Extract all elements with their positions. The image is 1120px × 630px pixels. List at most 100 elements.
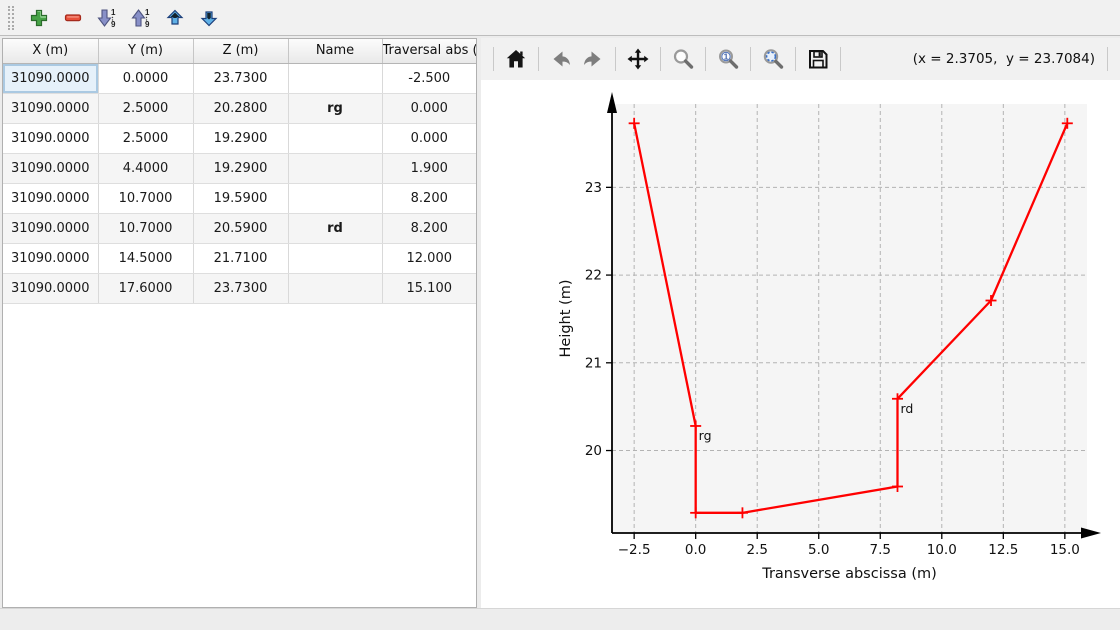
- svg-text:1: 1: [724, 52, 729, 62]
- save-floppy-icon: [809, 50, 828, 69]
- y-axis-arrowhead: [607, 92, 617, 113]
- table-row: 31090.0000 2.5000 19.2900 0.000: [3, 123, 476, 154]
- y-tick-label: 22: [585, 268, 602, 284]
- cell-x[interactable]: 31090.0000: [3, 183, 99, 214]
- cell-traversal-abs[interactable]: -2.500: [382, 63, 476, 94]
- status-bar: [0, 608, 1120, 630]
- plus-icon: [30, 9, 48, 26]
- cell-x[interactable]: 31090.0000: [3, 273, 99, 304]
- x-tick-label: 0.0: [685, 542, 706, 558]
- cell-y[interactable]: 4.4000: [98, 153, 194, 184]
- separator: [705, 47, 706, 71]
- cross-section-figure[interactable]: −2.5 0.0 2.5 5.0 7.5 10.0 12.5 15.0 20 21 22 23 Tran…: [481, 80, 1120, 608]
- column-header-traversal-abs[interactable]: Traversal abs (m): [382, 39, 476, 64]
- main-toolbar: 1 9 1 9: [0, 0, 1120, 36]
- separator: [615, 47, 616, 71]
- cell-y[interactable]: 2.5000: [98, 123, 194, 154]
- cell-name[interactable]: [288, 243, 383, 274]
- y-tick-label: 23: [585, 180, 602, 196]
- cell-z[interactable]: 20.2800: [193, 93, 289, 124]
- cell-z[interactable]: 19.5900: [193, 183, 289, 214]
- cell-z[interactable]: 19.2900: [193, 153, 289, 184]
- cell-name[interactable]: [288, 63, 383, 94]
- column-header-z[interactable]: Z (m): [193, 39, 289, 64]
- toolbar-grip-handle[interactable]: [8, 5, 14, 30]
- cell-z[interactable]: 23.7300: [193, 63, 289, 94]
- sort-descending-button[interactable]: 1 9: [92, 4, 122, 32]
- cell-traversal-abs[interactable]: 1.900: [382, 153, 476, 184]
- home-view-button[interactable]: [501, 44, 531, 74]
- arrow-up-icon: [166, 9, 184, 25]
- magnifier-icon: [673, 49, 694, 69]
- cell-traversal-abs[interactable]: 0.000: [382, 93, 476, 124]
- forward-view-button[interactable]: [578, 44, 608, 74]
- separator: [660, 47, 661, 71]
- cell-y[interactable]: 17.6000: [98, 273, 194, 304]
- cell-traversal-abs[interactable]: 15.100: [382, 273, 476, 304]
- points-table-panel: X (m) Y (m) Z (m) Name Traversal abs (m)…: [2, 38, 477, 608]
- arrow-down-icon: [200, 10, 218, 26]
- cell-x[interactable]: 31090.0000: [3, 243, 99, 274]
- table-header-row: X (m) Y (m) Z (m) Name Traversal abs (m): [3, 39, 476, 64]
- cell-x[interactable]: 31090.0000: [3, 63, 99, 94]
- arrow-right-icon: [584, 51, 601, 67]
- zoom-button[interactable]: [668, 44, 698, 74]
- minus-icon: [64, 13, 82, 21]
- pan-button[interactable]: [623, 44, 653, 74]
- axes-background: [612, 104, 1087, 533]
- x-tick-label: 5.0: [808, 542, 829, 558]
- table-row: 31090.0000 10.7000 19.5900 8.200: [3, 183, 476, 214]
- magnifier-selection-icon: [763, 49, 784, 69]
- cell-y[interactable]: 14.5000: [98, 243, 194, 274]
- cell-traversal-abs[interactable]: 8.200: [382, 213, 476, 244]
- cell-name[interactable]: rd: [288, 213, 383, 244]
- cell-name[interactable]: [288, 153, 383, 184]
- column-header-y[interactable]: Y (m): [98, 39, 194, 64]
- cell-name[interactable]: [288, 273, 383, 304]
- cell-y[interactable]: 2.5000: [98, 93, 194, 124]
- cell-traversal-abs[interactable]: 12.000: [382, 243, 476, 274]
- column-header-x[interactable]: X (m): [3, 39, 99, 64]
- cell-name[interactable]: rg: [288, 93, 383, 124]
- separator: [493, 47, 494, 71]
- remove-row-button[interactable]: [58, 4, 88, 32]
- x-tick-label: 15.0: [1050, 542, 1080, 558]
- cell-y[interactable]: 10.7000: [98, 213, 194, 244]
- move-row-up-button[interactable]: [160, 4, 190, 32]
- cell-name[interactable]: [288, 123, 383, 154]
- cell-z[interactable]: 21.7100: [193, 243, 289, 274]
- cell-traversal-abs[interactable]: 0.000: [382, 123, 476, 154]
- svg-text:9: 9: [111, 20, 116, 29]
- table-row: 31090.0000 2.5000 20.2800 rg 0.000: [3, 93, 476, 124]
- arrow-left-icon: [553, 51, 570, 67]
- table-row: 31090.0000 0.0000 23.7300 -2.500: [3, 63, 476, 94]
- separator: [840, 47, 841, 71]
- zoom-selection-button[interactable]: [758, 44, 788, 74]
- cell-z[interactable]: 19.2900: [193, 123, 289, 154]
- cursor-coordinates-readout: (x = 2.3705, y = 23.7084): [912, 51, 1095, 67]
- sort-ascending-button[interactable]: 1 9: [126, 4, 156, 32]
- cell-x[interactable]: 31090.0000: [3, 93, 99, 124]
- zoom-one-button[interactable]: 1: [713, 44, 743, 74]
- magnifier-one-icon: 1: [719, 49, 739, 69]
- cell-y[interactable]: 0.0000: [98, 63, 194, 94]
- cell-z[interactable]: 23.7300: [193, 273, 289, 304]
- table-row: 31090.0000 10.7000 20.5900 rd 8.200: [3, 213, 476, 244]
- point-label-rg: rg: [699, 428, 712, 443]
- back-view-button[interactable]: [546, 44, 576, 74]
- cell-z[interactable]: 20.5900: [193, 213, 289, 244]
- cell-y[interactable]: 10.7000: [98, 183, 194, 214]
- cell-x[interactable]: 31090.0000: [3, 123, 99, 154]
- cross-section-chart: −2.5 0.0 2.5 5.0 7.5 10.0 12.5 15.0 20 21 22 23 Tran…: [481, 80, 1120, 608]
- cell-x[interactable]: 31090.0000: [3, 213, 99, 244]
- save-figure-button[interactable]: [803, 44, 833, 74]
- separator: [795, 47, 796, 71]
- y-axis-label: Height (m): [558, 280, 574, 358]
- move-row-down-button[interactable]: [194, 4, 224, 32]
- home-icon: [506, 50, 526, 68]
- cell-name[interactable]: [288, 183, 383, 214]
- add-row-button[interactable]: [24, 4, 54, 32]
- cell-traversal-abs[interactable]: 8.200: [382, 183, 476, 214]
- cell-x[interactable]: 31090.0000: [3, 153, 99, 184]
- column-header-name[interactable]: Name: [288, 39, 383, 64]
